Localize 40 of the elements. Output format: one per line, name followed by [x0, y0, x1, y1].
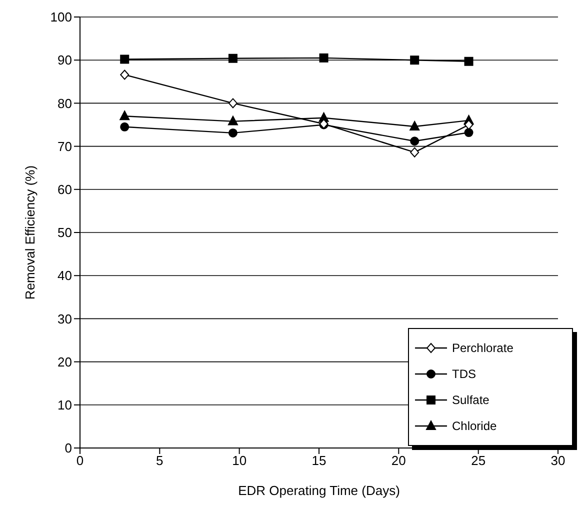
- point: [410, 147, 420, 158]
- y-tick-label: 70: [58, 138, 72, 154]
- y-tick-label: 80: [58, 96, 72, 111]
- y-tick-label: 40: [58, 268, 72, 284]
- point: [228, 128, 238, 138]
- legend-label: Perchlorate: [452, 341, 514, 355]
- x-tick-label: 30: [550, 453, 566, 468]
- point: [120, 54, 130, 64]
- x-tick-label: 5: [156, 453, 164, 468]
- y-tick-label: 60: [58, 182, 72, 198]
- legend-label: Chloride: [452, 419, 497, 433]
- point: [410, 56, 420, 65]
- x-tick-label: 10: [232, 453, 247, 468]
- point: [120, 110, 130, 120]
- x-tick-label: 0: [76, 453, 84, 468]
- y-tick-label: 30: [58, 311, 72, 326]
- legend-label: TDS: [452, 367, 476, 381]
- x-tick-label: 20: [391, 453, 406, 468]
- x-tick-label: 25: [471, 453, 486, 468]
- y-tick-label: 50: [58, 225, 72, 240]
- y-tick-label: 10: [58, 398, 72, 413]
- point: [228, 54, 238, 63]
- y-tick-label: 0: [64, 440, 72, 456]
- y-tick-label: 100: [50, 10, 72, 25]
- point: [464, 128, 474, 138]
- y-axis-title: Removal Efficiency (%): [22, 165, 38, 300]
- x-tick-label: 15: [312, 453, 326, 468]
- legend-label: Sulfate: [452, 393, 490, 407]
- y-tick-label: 20: [58, 354, 72, 370]
- y-tick-label: 90: [58, 52, 72, 68]
- point: [120, 70, 130, 80]
- point: [228, 98, 238, 108]
- point: [464, 56, 474, 66]
- point: [120, 122, 130, 132]
- point: [410, 136, 420, 146]
- point: [228, 116, 238, 126]
- point: [464, 120, 474, 130]
- x-axis-title: EDR Operating Time (Days): [238, 483, 400, 498]
- point: [410, 120, 420, 130]
- point: [319, 53, 328, 62]
